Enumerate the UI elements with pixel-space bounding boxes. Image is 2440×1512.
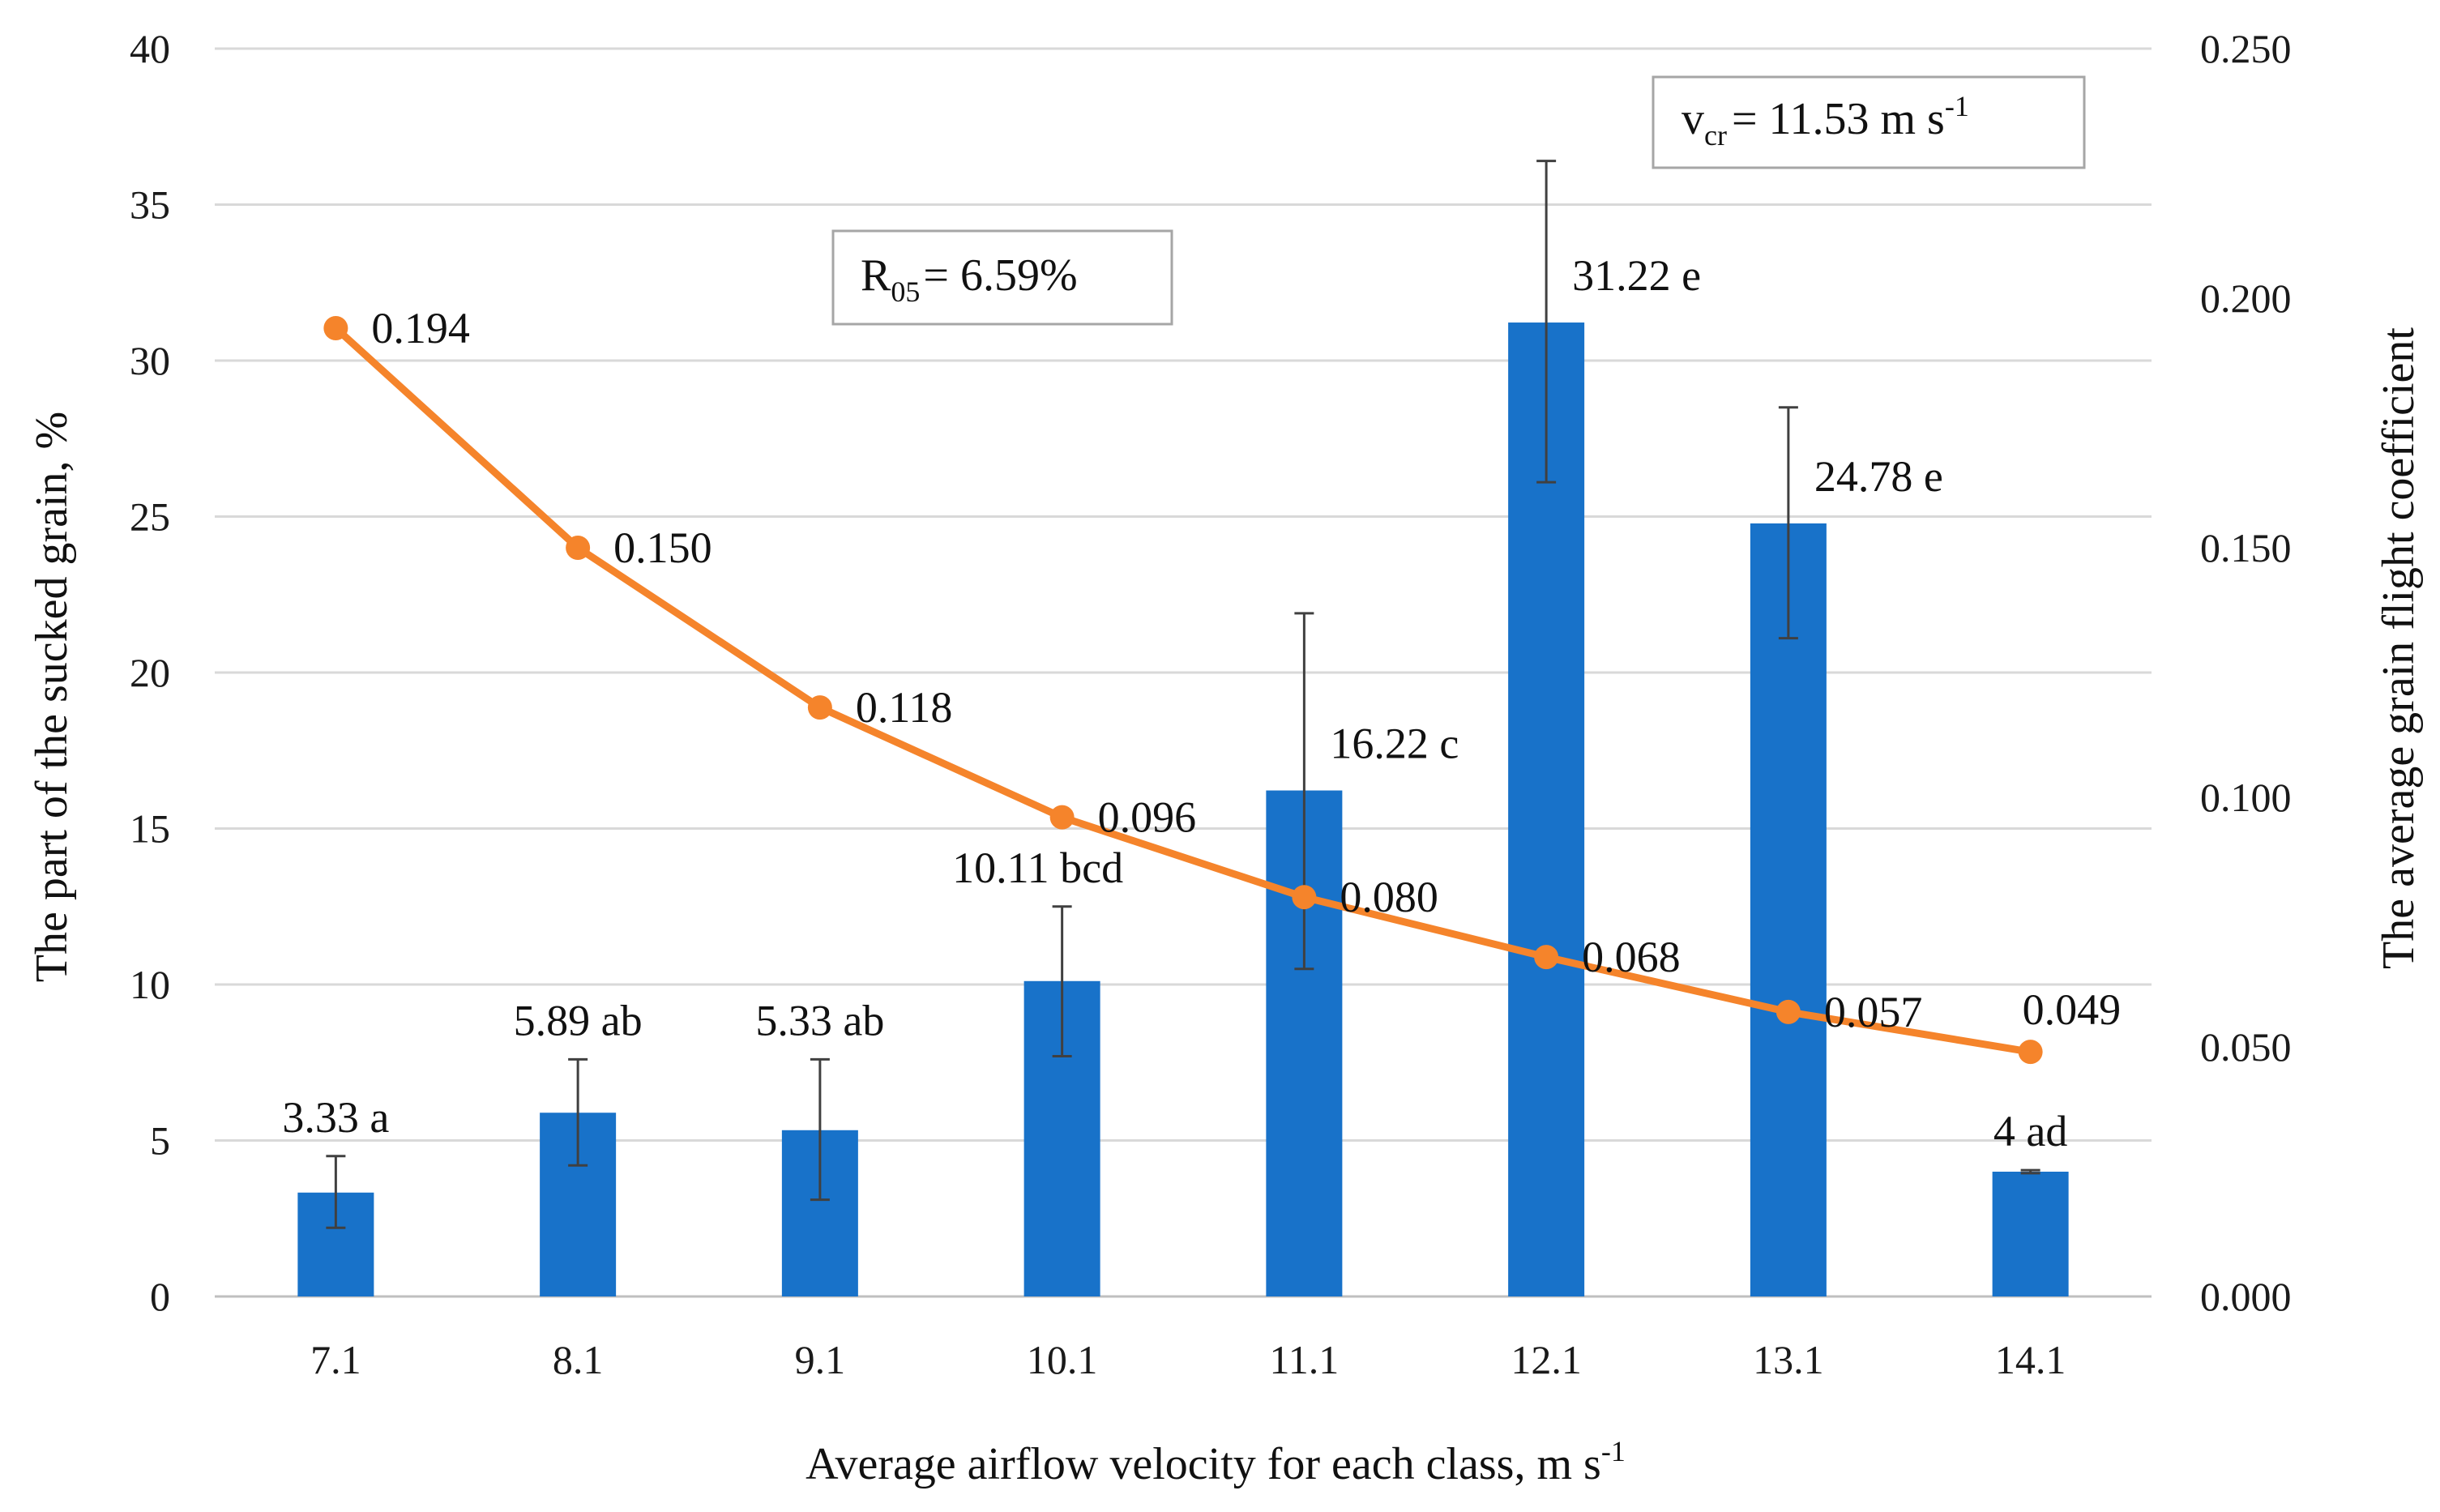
y-axis-title: The part of the sucked grain, %	[27, 412, 77, 982]
line-path	[331, 324, 2035, 1056]
r05-annotation: R05= 6.59%	[861, 250, 1078, 308]
y2-tick-label: 0.100	[2200, 775, 2292, 820]
line-point	[2018, 1040, 2043, 1065]
y2-tick-label: 0.050	[2200, 1024, 2292, 1070]
line-data-label: 0.194	[371, 304, 470, 352]
x-tick-label: 12.1	[1511, 1337, 1582, 1382]
y-tick-label: 15	[130, 806, 170, 852]
line-point	[807, 695, 832, 720]
error-bars	[326, 160, 2040, 1229]
y-tick-label: 0	[150, 1274, 170, 1319]
x-tick-label: 11.1	[1270, 1337, 1340, 1382]
y-tick-label: 35	[130, 182, 170, 228]
y-tick-label: 40	[130, 26, 170, 71]
line-data-label: 0.096	[1098, 793, 1197, 842]
vcr-annotation: vcr = 11.53 m s-1	[1682, 90, 1969, 152]
r05-annotation-box	[831, 229, 1173, 326]
y-tick-label: 30	[130, 338, 170, 383]
bar	[1750, 523, 1827, 1296]
x-axis-title-text: Average airflow velocity for each class,…	[805, 1439, 1601, 1489]
vcr-sup: -1	[1945, 90, 1969, 122]
y-tick-label: 10	[130, 962, 170, 1007]
bar-data-label: 10.11 bcd	[952, 844, 1123, 892]
x-axis-title: Average airflow velocity for each class,…	[805, 1435, 1626, 1489]
line-point	[1049, 805, 1075, 830]
y2-tick-label: 0.150	[2200, 525, 2292, 570]
bar-data-label: 3.33 a	[282, 1093, 389, 1142]
x-tick-label: 7.1	[310, 1337, 361, 1382]
x-tick-label: 10.1	[1027, 1337, 1098, 1382]
bar-data-label: 31.22 e	[1572, 251, 1701, 300]
bar-data-label: 5.33 ab	[755, 996, 884, 1044]
r05-rest: = 6.59%	[923, 250, 1077, 301]
line-data-label: 0.118	[856, 683, 953, 732]
vcr-annotation-box	[1652, 75, 2086, 169]
vcr-sub: cr	[1704, 119, 1727, 152]
line-point	[566, 536, 591, 560]
x-tick-label: 14.1	[1995, 1337, 2066, 1382]
bar-data-label: 5.89 ab	[514, 996, 643, 1044]
y2-tick-label: 0.200	[2200, 275, 2292, 321]
x-tick-label: 8.1	[553, 1337, 604, 1382]
line-data-label: 0.150	[613, 523, 712, 572]
r05-sub: 05	[891, 275, 920, 308]
labels: 05101520253035400.0000.0500.1000.1500.20…	[130, 26, 2292, 1382]
line-series	[323, 315, 2043, 1065]
bar-data-label: 24.78 e	[1814, 452, 1943, 501]
line-point	[1534, 945, 1559, 970]
bar-data-label: 16.22 c	[1330, 720, 1459, 768]
x-tick-label: 9.1	[795, 1337, 846, 1382]
x-axis-title-sup: -1	[1601, 1435, 1626, 1467]
bar	[1508, 322, 1585, 1296]
vcr-main: v	[1682, 94, 1704, 144]
line-point	[323, 315, 348, 340]
line-data-label: 0.068	[1582, 933, 1681, 981]
y2-tick-label: 0.000	[2200, 1274, 2292, 1319]
y2-axis-title: The average grain flight coefficient	[2374, 327, 2424, 969]
bar	[1992, 1172, 2069, 1296]
y-tick-label: 5	[150, 1118, 170, 1164]
r05-main: R	[861, 250, 891, 301]
gridlines	[215, 47, 2152, 1298]
y-tick-label: 25	[130, 494, 170, 540]
line-data-label: 0.057	[1824, 988, 1923, 1036]
line-data-label: 0.049	[2023, 985, 2122, 1034]
line-point	[1292, 885, 1317, 910]
y-tick-label: 20	[130, 650, 170, 695]
x-tick-label: 13.1	[1753, 1337, 1824, 1382]
bar-data-label: 4 ad	[1993, 1107, 2067, 1155]
vcr-rest: = 11.53 m s	[1732, 94, 1945, 144]
line-point	[1776, 999, 1801, 1024]
line-data-label: 0.080	[1340, 873, 1438, 921]
y2-tick-label: 0.250	[2200, 26, 2292, 71]
